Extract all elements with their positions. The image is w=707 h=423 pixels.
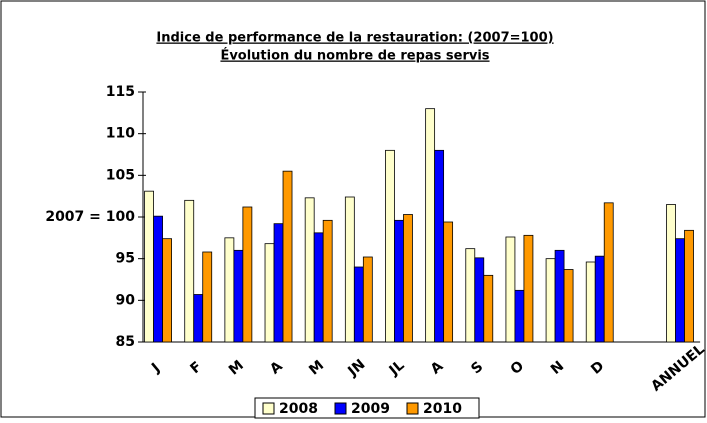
bar bbox=[514, 289, 525, 343]
bar bbox=[425, 108, 436, 343]
bar bbox=[233, 249, 244, 343]
bar bbox=[394, 219, 404, 343]
bar bbox=[242, 206, 253, 343]
legend-swatch bbox=[406, 402, 419, 415]
bar bbox=[313, 232, 324, 343]
bar bbox=[474, 257, 485, 343]
bar bbox=[362, 256, 373, 343]
bar bbox=[264, 243, 275, 343]
y-tick-label: 85 bbox=[116, 334, 135, 350]
bar bbox=[523, 234, 534, 343]
bar bbox=[273, 223, 284, 343]
bar bbox=[403, 214, 413, 343]
legend-label: 2008 bbox=[279, 401, 318, 417]
bar bbox=[483, 274, 494, 343]
bar bbox=[202, 251, 213, 343]
legend-swatch bbox=[262, 402, 275, 415]
bar bbox=[224, 237, 235, 343]
legend-label: 2009 bbox=[351, 401, 390, 417]
legend-label: 2010 bbox=[423, 401, 462, 417]
y-tick-label: 90 bbox=[116, 292, 136, 308]
bar bbox=[184, 199, 195, 343]
bar bbox=[545, 258, 556, 343]
bar bbox=[684, 229, 694, 343]
y-tick-label: 105 bbox=[106, 167, 135, 183]
bar bbox=[554, 249, 565, 343]
y-tick-label: 95 bbox=[116, 251, 135, 267]
bar bbox=[585, 261, 596, 343]
bar bbox=[144, 190, 154, 343]
bar bbox=[505, 236, 516, 343]
legend-box bbox=[254, 397, 480, 419]
bar bbox=[282, 170, 293, 343]
chart-title: Indice de performance de la restauration… bbox=[156, 31, 553, 46]
chart-subtitle: Évolution du nombre de repas servis bbox=[220, 48, 489, 64]
bar bbox=[344, 196, 355, 343]
bar bbox=[603, 202, 614, 343]
bar bbox=[675, 238, 685, 343]
bar bbox=[666, 204, 676, 343]
bar bbox=[434, 149, 445, 343]
y-tick-label: 2007 = 100 bbox=[45, 209, 135, 225]
bar bbox=[153, 215, 163, 343]
legend-swatch bbox=[334, 402, 347, 415]
bar bbox=[465, 248, 476, 343]
bar bbox=[443, 221, 454, 343]
bar bbox=[563, 269, 574, 343]
bar bbox=[594, 255, 605, 343]
bar bbox=[304, 197, 315, 343]
y-tick-label: 110 bbox=[106, 126, 135, 142]
y-tick-label: 115 bbox=[106, 84, 135, 100]
bar bbox=[162, 238, 172, 343]
bar bbox=[322, 219, 333, 343]
bar bbox=[385, 149, 395, 343]
bar bbox=[193, 294, 204, 343]
bar bbox=[353, 266, 364, 343]
